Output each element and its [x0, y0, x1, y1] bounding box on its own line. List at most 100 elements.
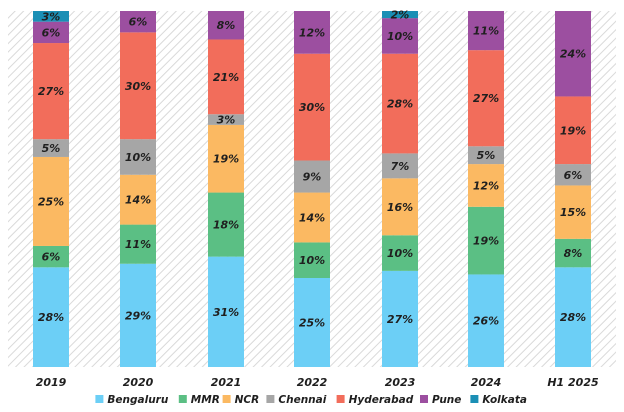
bar-segment-kolkata-2023[interactable] — [382, 11, 418, 19]
bar-segment-chennai-2023[interactable] — [382, 153, 418, 179]
bar-segment-pune-2022[interactable] — [294, 11, 330, 54]
bar-segment-kolkata-2019[interactable] — [33, 11, 69, 22]
data-label: 11% — [125, 238, 151, 251]
data-label: 10% — [299, 254, 325, 267]
bar-segment-chennai-h1-2025[interactable] — [555, 164, 591, 186]
data-label: 3% — [217, 114, 236, 127]
bar-segment-mmr-2021[interactable] — [208, 192, 244, 257]
data-label: 31% — [213, 306, 239, 319]
data-label: 10% — [387, 247, 413, 260]
bar-segment-bengaluru-2021[interactable] — [208, 256, 244, 367]
bar-segment-ncr-2022[interactable] — [294, 192, 330, 243]
bar-segment-pune-h1-2025[interactable] — [555, 11, 591, 97]
bar-segment-mmr-2020[interactable] — [120, 224, 156, 264]
bar-segment-hyderabad-2023[interactable] — [382, 53, 418, 154]
data-label: 12% — [299, 26, 325, 39]
legend-item-pune[interactable]: Pune — [420, 394, 461, 406]
bar-segment-pune-2020[interactable] — [120, 11, 156, 33]
legend-swatch — [95, 395, 104, 403]
bar-segment-bengaluru-2024[interactable] — [468, 274, 504, 367]
data-label: 14% — [299, 211, 325, 224]
legend-label: Kolkata — [482, 394, 527, 406]
data-label: 12% — [473, 179, 499, 192]
bar-segment-chennai-2019[interactable] — [33, 139, 69, 157]
bar-segment-chennai-2020[interactable] — [120, 139, 156, 175]
data-label: 16% — [387, 201, 413, 214]
legend-label: NCR — [235, 394, 260, 406]
data-label: 29% — [125, 309, 151, 322]
data-label: 19% — [560, 124, 586, 137]
legend-item-chennai[interactable]: Chennai — [266, 394, 327, 406]
data-label: 5% — [477, 149, 496, 162]
data-label: 26% — [473, 315, 499, 328]
bar-segment-ncr-2021[interactable] — [208, 124, 244, 193]
bar-segment-chennai-2021[interactable] — [208, 114, 244, 125]
legend-label: Chennai — [278, 394, 326, 406]
x-tick-label: 2023 — [385, 376, 416, 389]
data-label: 28% — [387, 98, 413, 111]
legend-swatch — [470, 395, 479, 403]
bar-segment-hyderabad-2019[interactable] — [33, 43, 69, 140]
legend-swatch — [266, 395, 275, 403]
data-label: 24% — [560, 48, 586, 61]
bar-segment-chennai-2024[interactable] — [468, 146, 504, 165]
bar-segment-bengaluru-2023[interactable] — [382, 270, 418, 367]
x-tick-label: 2021 — [211, 376, 242, 389]
legend-item-kolkata[interactable]: Kolkata — [470, 394, 527, 406]
data-label: 25% — [299, 317, 325, 330]
bar-segment-mmr-2023[interactable] — [382, 235, 418, 271]
bar-segment-hyderabad-2020[interactable] — [120, 32, 156, 140]
bar-segment-pune-2019[interactable] — [33, 21, 69, 44]
bar-segment-hyderabad-h1-2025[interactable] — [555, 96, 591, 165]
bar-segment-mmr-2024[interactable] — [468, 206, 504, 275]
bar-segment-ncr-2020[interactable] — [120, 174, 156, 225]
legend-swatch — [336, 395, 345, 403]
x-tick-label: 2020 — [123, 376, 154, 389]
bar-segment-hyderabad-2022[interactable] — [294, 53, 330, 161]
data-label: 19% — [213, 153, 239, 166]
bar-segment-pune-2023[interactable] — [382, 18, 418, 54]
data-label: 11% — [473, 25, 499, 38]
bar-segment-bengaluru-h1-2025[interactable] — [555, 267, 591, 367]
data-label: 21% — [213, 71, 239, 84]
data-label: 27% — [473, 92, 499, 105]
legend-swatch — [178, 395, 187, 403]
legend-swatch — [420, 395, 428, 403]
bar-segment-pune-2021[interactable] — [208, 11, 244, 40]
legend-item-hyderabad[interactable]: Hyderabad — [336, 394, 414, 406]
data-label: 18% — [213, 219, 239, 232]
bar-segment-ncr-2019[interactable] — [33, 156, 69, 246]
bar-segment-bengaluru-2020[interactable] — [120, 263, 156, 367]
data-label: 8% — [564, 247, 583, 260]
data-label: 7% — [391, 160, 410, 173]
bar-segment-ncr-h1-2025[interactable] — [555, 185, 591, 239]
data-label: 27% — [38, 85, 64, 98]
data-label: 5% — [42, 142, 61, 155]
data-label: 3% — [42, 10, 61, 23]
x-tick-label: H1 2025 — [547, 376, 599, 389]
bar-segment-mmr-2019[interactable] — [33, 245, 69, 268]
bar-segment-ncr-2023[interactable] — [382, 178, 418, 236]
bar-segment-ncr-2024[interactable] — [468, 164, 504, 207]
bar-segment-pune-2024[interactable] — [468, 11, 504, 51]
bar-segment-chennai-2022[interactable] — [294, 160, 330, 193]
bar-segment-hyderabad-2024[interactable] — [468, 50, 504, 147]
data-label: 15% — [560, 206, 586, 219]
data-label: 27% — [387, 313, 413, 326]
bar-segment-bengaluru-2019[interactable] — [33, 267, 69, 367]
bar-segment-bengaluru-2022[interactable] — [294, 278, 330, 367]
legend-item-bengaluru[interactable]: Bengaluru — [95, 394, 169, 406]
legend-item-ncr[interactable]: NCR — [222, 394, 260, 406]
bar-segment-mmr-2022[interactable] — [294, 242, 330, 278]
data-label: 2% — [391, 9, 410, 22]
data-label: 8% — [217, 19, 236, 32]
bar-segment-hyderabad-2021[interactable] — [208, 39, 244, 115]
legend-label: Pune — [432, 394, 461, 406]
legend-item-mmr[interactable]: MMR — [178, 394, 220, 406]
data-label: 14% — [125, 194, 151, 207]
legend-label: Hyderabad — [349, 394, 414, 406]
data-label: 30% — [299, 101, 325, 114]
bar-segment-mmr-h1-2025[interactable] — [555, 238, 591, 268]
